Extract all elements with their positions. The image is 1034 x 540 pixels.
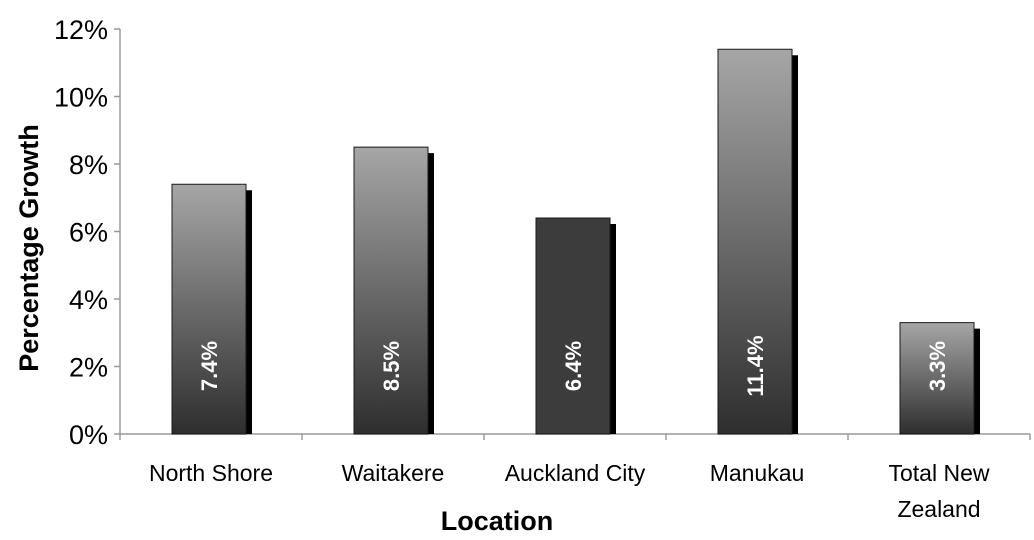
- bars: [171, 48, 980, 435]
- bar-data-label: 8.5%: [379, 341, 404, 391]
- bar: [171, 183, 247, 435]
- y-tick-label: 6%: [69, 218, 108, 248]
- y-tick-label: 10%: [54, 83, 108, 113]
- y-tick-label: 2%: [69, 353, 108, 383]
- y-tick-label: 8%: [69, 150, 108, 180]
- bar-data-label: 3.3%: [925, 341, 950, 391]
- bar: [353, 146, 429, 435]
- x-axis-title: Location: [441, 506, 554, 536]
- x-category-label: Waitakere: [342, 460, 445, 486]
- x-category-label: Total New: [889, 460, 990, 486]
- x-category-label: Zealand: [897, 496, 980, 522]
- y-tick-label: 0%: [69, 420, 108, 450]
- bar-data-label: 7.4%: [197, 341, 222, 391]
- bar: [535, 217, 611, 435]
- bar: [717, 48, 793, 435]
- y-axis-title: Percentage Growth: [14, 124, 44, 372]
- x-category-label: Auckland City: [505, 460, 646, 486]
- bar: [899, 322, 975, 435]
- x-category-label: Manukau: [710, 460, 805, 486]
- bar-data-label: 6.4%: [561, 341, 586, 391]
- y-tick-label: 4%: [69, 285, 108, 315]
- x-category-label: North Shore: [149, 460, 273, 486]
- labels: 0% 2% 4% 6% 8% 10% 12% 7.4% North Shore 8.5% Waita…: [54, 15, 990, 522]
- bar-data-label: 11.4%: [743, 335, 768, 396]
- y-tick-label: 12%: [54, 15, 108, 45]
